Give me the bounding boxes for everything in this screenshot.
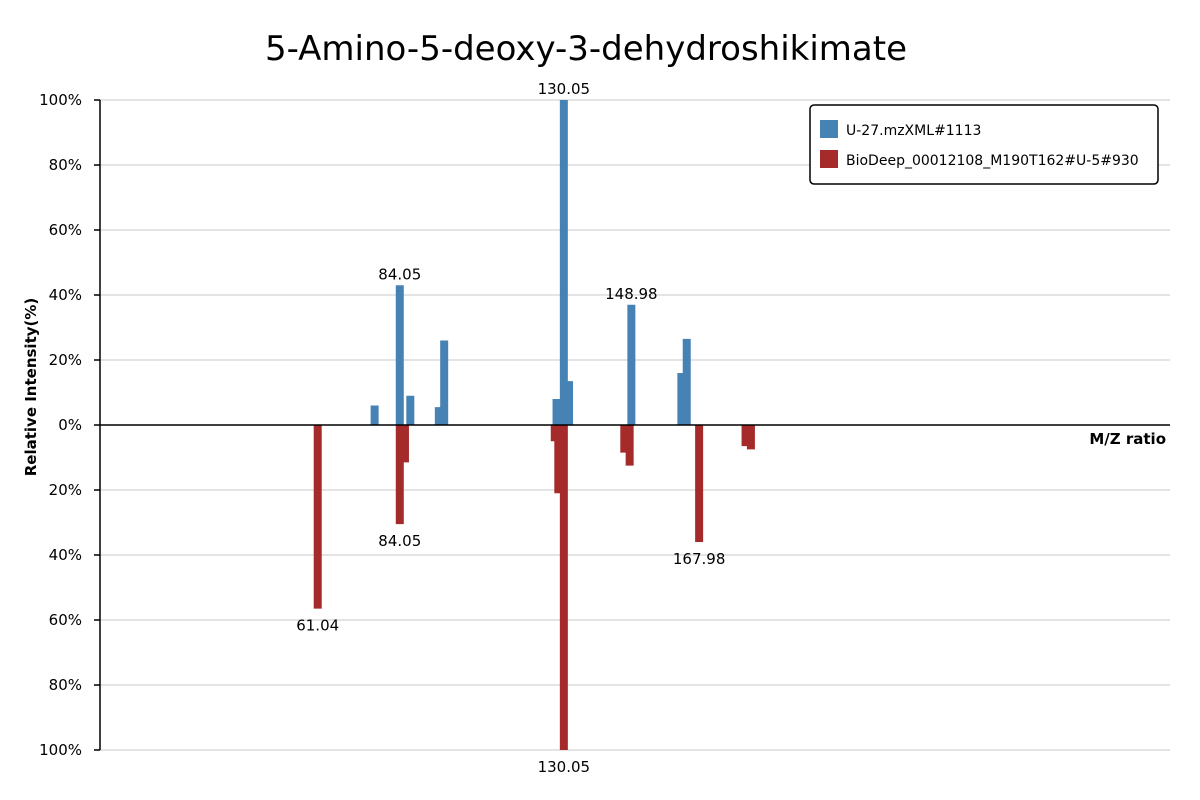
query-peak-bar bbox=[406, 395, 415, 425]
reference-peak-bar bbox=[400, 425, 409, 463]
y-tick-label: 100% bbox=[39, 91, 82, 109]
y-tick-label: 80% bbox=[49, 676, 82, 694]
y-tick-label: 60% bbox=[49, 611, 82, 629]
peak-bars bbox=[313, 100, 755, 750]
reference-peak-bar bbox=[559, 425, 568, 750]
reference-peak-bar bbox=[746, 425, 755, 450]
query-peak-bar bbox=[677, 373, 686, 425]
reference-peak-bar bbox=[741, 425, 750, 447]
legend-swatch-reference bbox=[820, 150, 838, 168]
reference-peak-bar bbox=[625, 425, 634, 466]
query-peak-label: 130.05 bbox=[538, 80, 591, 98]
legend: U-27.mzXML#1113 BioDeep_00012108_M190T16… bbox=[809, 104, 1159, 185]
y-tick-label: 0% bbox=[58, 416, 82, 434]
y-tick-label: 20% bbox=[49, 481, 82, 499]
reference-peak-bar bbox=[395, 425, 404, 525]
y-tick-label: 40% bbox=[49, 546, 82, 564]
y-tick-label: 40% bbox=[49, 286, 82, 304]
reference-peak-bar bbox=[695, 425, 704, 542]
reference-peak-bar bbox=[620, 425, 629, 453]
query-peak-bar bbox=[559, 100, 568, 425]
legend-label-reference: BioDeep_00012108_M190T162#U-5#930 bbox=[846, 153, 1139, 169]
query-peak-label: 84.05 bbox=[378, 265, 421, 283]
reference-peak-bar bbox=[554, 425, 563, 494]
query-peak-label: 148.98 bbox=[605, 285, 658, 303]
y-axis-title: Relative Intensity(%) bbox=[22, 298, 40, 477]
y-tick-label: 60% bbox=[49, 221, 82, 239]
reference-peak-label: 84.05 bbox=[378, 532, 421, 550]
reference-peak-label: 61.04 bbox=[296, 617, 339, 635]
query-peak-bar bbox=[440, 340, 449, 425]
y-tick-label: 80% bbox=[49, 156, 82, 174]
chart-title: 5-Amino-5-deoxy-3-dehydroshikimate bbox=[265, 29, 907, 69]
legend-box bbox=[809, 104, 1159, 185]
query-peak-bar bbox=[682, 338, 691, 425]
peak-labels: 84.05 130.05 148.98 61.04 84.05 130.05 167.98 bbox=[296, 80, 725, 776]
x-axis-title: M/Z ratio bbox=[1089, 430, 1166, 448]
query-peak-bar bbox=[552, 399, 561, 425]
y-axis-ticks: 100% 80% 60% 40% 20% 0% 20% 40% 60% 80% 100% bbox=[39, 91, 100, 759]
legend-swatch-query bbox=[820, 120, 838, 138]
query-peak-bar bbox=[434, 407, 443, 425]
reference-peak-bar bbox=[313, 425, 322, 609]
query-peak-bar bbox=[627, 304, 636, 425]
y-tick-label: 20% bbox=[49, 351, 82, 369]
query-peak-bar bbox=[370, 405, 379, 425]
y-tick-label: 100% bbox=[39, 741, 82, 759]
legend-label-query: U-27.mzXML#1113 bbox=[846, 123, 981, 139]
reference-peak-label: 130.05 bbox=[538, 758, 591, 776]
query-peak-bar bbox=[395, 285, 404, 425]
reference-peak-label: 167.98 bbox=[673, 550, 726, 568]
query-peak-bar bbox=[565, 381, 574, 425]
